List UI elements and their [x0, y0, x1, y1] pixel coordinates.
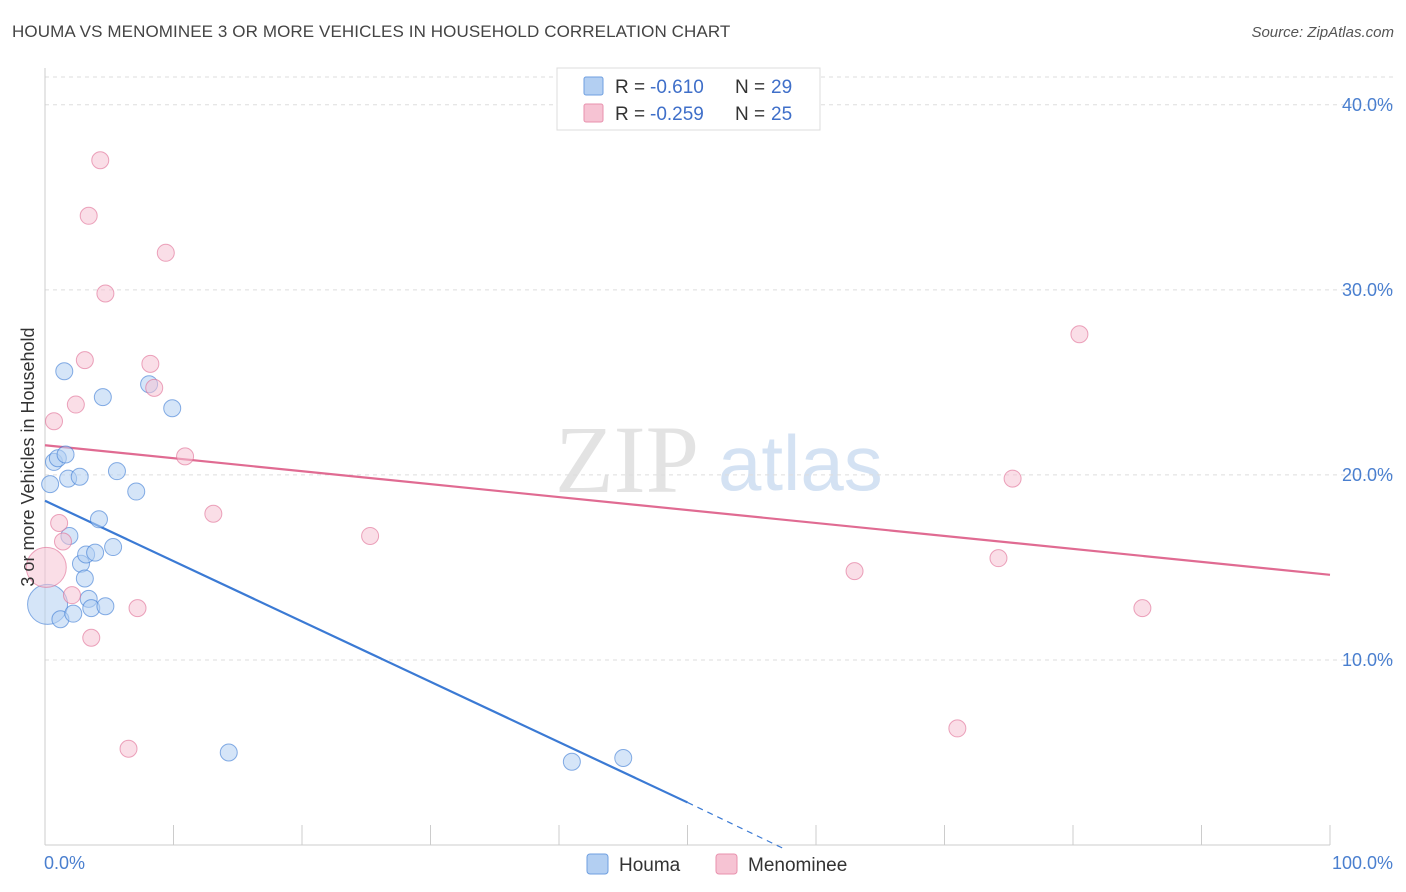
legend-menominee-r-label: R =	[615, 104, 645, 125]
point-houma-22	[127, 482, 146, 501]
legend-swatch-menominee	[583, 103, 604, 123]
point-menominee-14	[145, 378, 164, 397]
source-label: Source: ZipAtlas.com	[1251, 24, 1394, 41]
y-tick-label-40: 40.0%	[1342, 95, 1393, 115]
point-houma-24	[163, 399, 182, 418]
point-houma-19	[96, 597, 115, 616]
point-houma-17	[89, 510, 108, 529]
point-houma-20	[104, 538, 123, 557]
point-menominee-15	[156, 243, 175, 262]
point-menominee-11	[119, 739, 138, 758]
series-legend-swatch-houma	[586, 853, 609, 875]
legend-menominee-n-label: N =	[735, 104, 765, 125]
x-tick-label-max: 100.0%	[1332, 853, 1393, 873]
point-menominee-21	[989, 549, 1008, 568]
point-houma-12	[75, 569, 94, 588]
point-menominee-10	[96, 284, 115, 303]
series-legend: Houma Menominee	[586, 853, 847, 876]
legend-houma-r-label: R =	[615, 77, 645, 98]
watermark-zip: ZIP	[555, 406, 699, 513]
point-menominee-23	[1070, 325, 1089, 344]
point-houma-1	[41, 475, 60, 494]
point-houma-18	[93, 388, 112, 407]
point-houma-25	[219, 743, 238, 762]
point-menominee-3	[53, 532, 72, 551]
trend-lines	[44, 444, 1331, 850]
y-axis-label: 3 or more Vehicles in Household	[18, 327, 38, 586]
series-legend-swatch-menominee	[715, 853, 738, 875]
point-menominee-2	[50, 513, 69, 532]
legend-houma-r-value: -0.610	[650, 77, 704, 98]
point-menominee-9	[91, 151, 110, 170]
legend-swatch-houma	[583, 76, 604, 96]
point-menominee-16	[176, 447, 195, 466]
series-legend-menominee: Menominee	[748, 855, 847, 876]
point-houma-5	[55, 362, 74, 381]
point-menominee-6	[75, 351, 94, 370]
legend-houma-n-value: 29	[771, 77, 792, 98]
watermark-atlas: atlas	[718, 419, 883, 507]
point-menominee-18	[361, 526, 380, 545]
point-menominee-5	[66, 395, 85, 414]
stats-legend: R = -0.610 N = 29 R = -0.259 N = 25	[556, 67, 821, 131]
point-houma-26	[562, 752, 581, 771]
chart-title: HOUMA VS MENOMINEE 3 OR MORE VEHICLES IN…	[12, 22, 731, 41]
y-tick-label-10: 10.0%	[1342, 650, 1393, 670]
point-houma-21	[107, 462, 126, 481]
point-houma-10	[70, 467, 89, 486]
axes	[44, 68, 1331, 846]
point-menominee-12	[128, 599, 147, 618]
y-tick-label-30: 30.0%	[1342, 280, 1393, 300]
point-houma-6	[56, 445, 75, 464]
point-menominee-1	[44, 412, 63, 431]
point-menominee-0	[25, 546, 67, 588]
gridlines	[45, 76, 1393, 661]
trend-line-menominee	[44, 444, 1331, 576]
point-menominee-7	[79, 206, 98, 225]
legend-menominee-r-value: -0.259	[650, 104, 704, 125]
point-menominee-17	[204, 504, 223, 523]
legend-menominee-n-value: 25	[771, 104, 792, 125]
y-tick-label-20: 20.0%	[1342, 465, 1393, 485]
point-houma-16	[86, 543, 105, 562]
point-menominee-19	[845, 562, 864, 581]
data-points	[25, 151, 1152, 771]
point-menominee-4	[62, 586, 81, 605]
point-menominee-13	[141, 354, 160, 373]
series-legend-houma: Houma	[619, 855, 681, 876]
point-houma-9	[64, 604, 83, 623]
trend-line-houma-extension	[687, 801, 785, 850]
point-menominee-24	[1133, 599, 1152, 618]
x-tick-label-min: 0.0%	[44, 853, 85, 873]
point-menominee-8	[82, 628, 101, 647]
point-menominee-22	[1003, 469, 1022, 488]
y-tick-labels: 10.0% 20.0% 30.0% 40.0%	[1342, 95, 1393, 670]
trend-line-houma	[44, 499, 688, 804]
point-menominee-20	[948, 719, 967, 738]
legend-houma-n-label: N =	[735, 77, 765, 98]
point-houma-27	[614, 749, 633, 768]
